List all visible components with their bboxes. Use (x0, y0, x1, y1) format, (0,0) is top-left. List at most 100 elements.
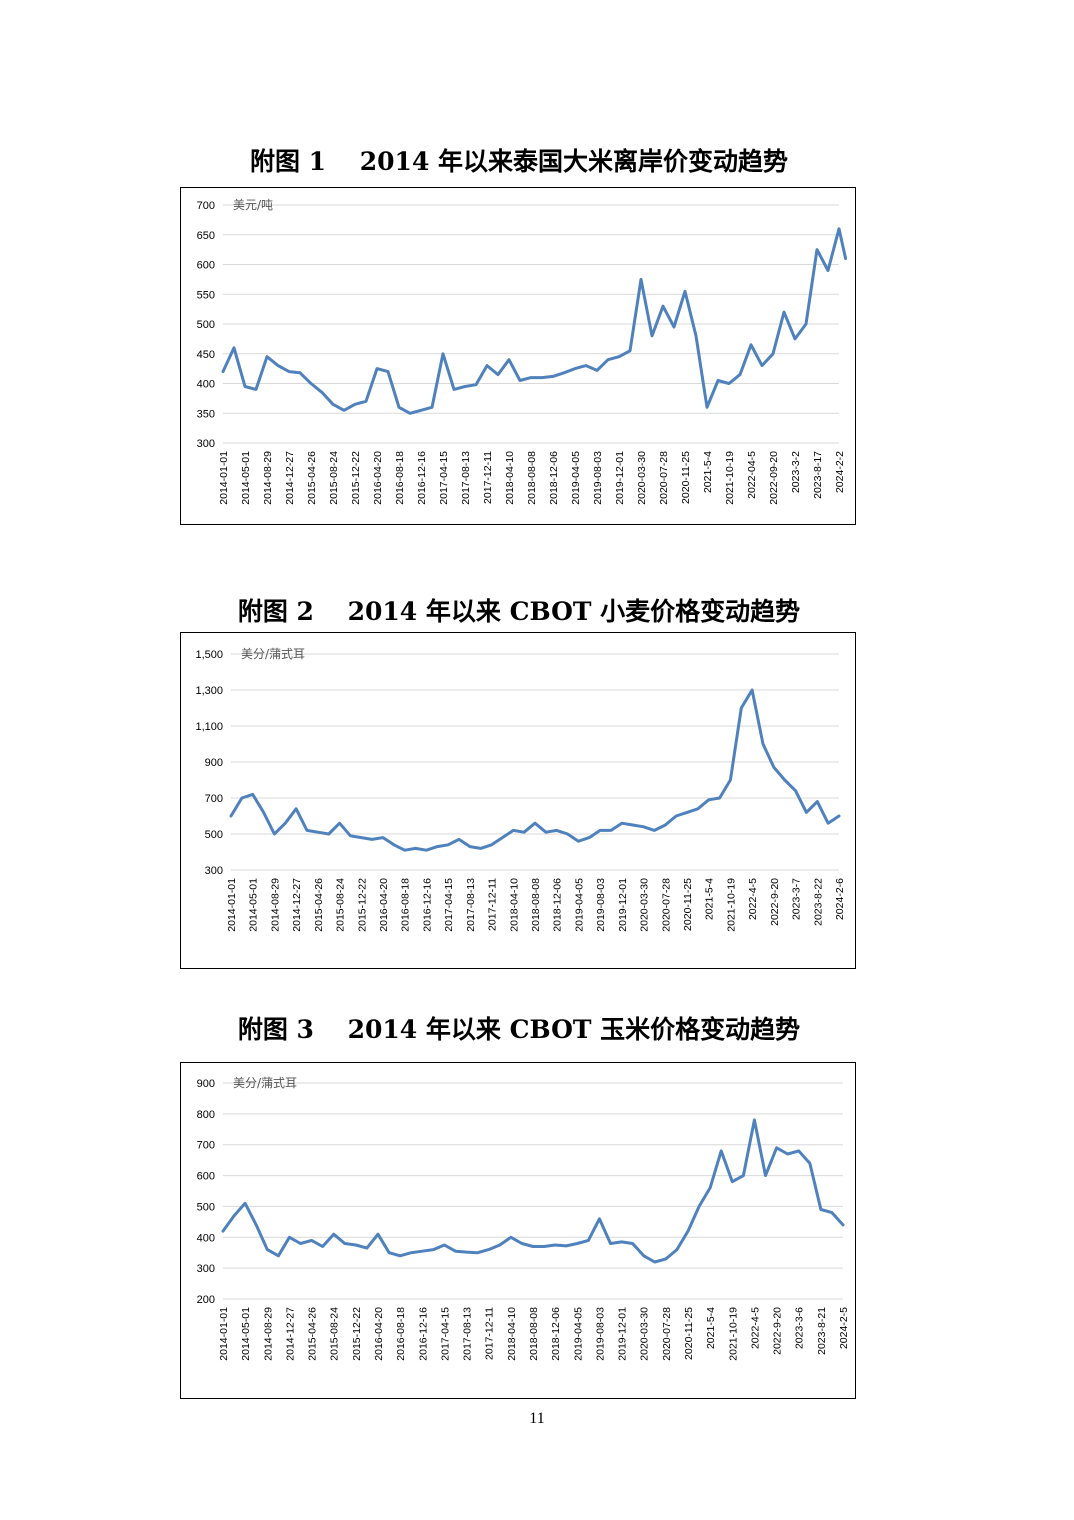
x-tick-label: 2019-04-05 (570, 451, 582, 505)
y-tick-label: 650 (197, 230, 215, 242)
x-tick-label: 2015-04-26 (307, 1307, 319, 1361)
x-tick-label: 2017-04-15 (443, 878, 455, 932)
figure-2-title: 附图 2 2014 年以来 CBOT 小麦价格变动趋势 (237, 597, 801, 626)
y-tick-label: 1,300 (195, 685, 223, 697)
series-line (221, 1118, 845, 1264)
unit-label: 美分/蒲式耳 (233, 1076, 297, 1090)
series-line (229, 688, 841, 852)
x-tick-label: 2014-05-01 (248, 878, 260, 932)
x-tick-label: 2016-08-18 (394, 451, 406, 505)
x-tick-label: 2020-11-25 (680, 451, 692, 504)
y-tick-label: 1,100 (195, 721, 223, 733)
y-tick-label: 600 (197, 1171, 215, 1183)
x-tick-label: 2020-03-30 (639, 1307, 651, 1361)
x-tick-label: 2016-08-18 (400, 878, 412, 932)
x-tick-label: 2017-12-11 (484, 1307, 496, 1360)
x-tick-label: 2024-2-6 (834, 878, 846, 920)
x-tick-label: 2014-01-01 (218, 451, 230, 505)
x-tick-label: 2022-4-5 (749, 1307, 761, 1349)
unit-label: 美分/蒲式耳 (241, 647, 305, 661)
x-tick-label: 2019-12-01 (617, 1307, 629, 1361)
y-tick-label: 700 (197, 200, 215, 212)
chart-2-svg: 1,500 1,300 1,100 900 700 500 300 美分/蒲式耳 2014-01… (195, 647, 846, 932)
x-tick-label: 2014-01-01 (218, 1307, 230, 1361)
x-tick-label: 2015-12-22 (351, 1307, 363, 1361)
x-tick-label: 2018-08-08 (528, 1307, 540, 1361)
y-tick-label: 550 (197, 289, 215, 301)
x-tick-label: 2018-08-08 (530, 878, 542, 932)
x-tick-label: 2023-8-17 (812, 451, 824, 499)
x-tick-label: 2019-12-01 (614, 451, 626, 505)
x-tick-label: 2022-4-5 (747, 878, 759, 920)
x-tick-label: 2017-08-13 (460, 451, 472, 505)
x-tick-label: 2021-10-19 (724, 451, 736, 505)
figure-1-title: 附图 1 2014 年以来泰国大米离岸价变动趋势 (249, 147, 789, 176)
x-tick-label: 2020-03-30 (636, 451, 648, 505)
y-tick-label: 450 (197, 349, 215, 361)
x-tick-label: 2016-04-20 (372, 451, 384, 505)
y-tick-label: 500 (197, 1201, 215, 1213)
x-tick-label: 2018-12-06 (552, 878, 564, 932)
y-tick-label: 900 (197, 1078, 215, 1090)
chart-1-svg: 700 650 600 550 500 450 400 350 300 美元/吨 2014-01-0… (197, 198, 848, 505)
x-tick-label: 2018-04-10 (506, 1307, 518, 1361)
y-tick-label: 500 (205, 829, 223, 841)
x-tick-label: 2017-08-13 (465, 878, 477, 932)
x-tick-label: 2016-12-16 (417, 1307, 429, 1361)
x-tick-label: 2016-04-20 (373, 1307, 385, 1361)
y-tick-label: 300 (205, 865, 223, 877)
x-tick-label: 2019-08-03 (592, 451, 604, 505)
x-tick-label: 2014-01-01 (226, 878, 238, 932)
x-tick-label: 2016-12-16 (416, 451, 428, 505)
y-tick-label: 700 (197, 1140, 215, 1152)
x-tick-label: 2022-9-20 (769, 878, 781, 926)
y-tick-label: 900 (205, 757, 223, 769)
x-tick-label: 2019-08-03 (595, 878, 607, 932)
x-tick-label: 2016-04-20 (378, 878, 390, 932)
x-tick-label: 2022-09-20 (768, 451, 780, 505)
x-tick-label: 2014-12-27 (284, 1307, 296, 1361)
x-tick-label: 2015-08-24 (329, 1307, 341, 1361)
x-tick-label: 2017-12-11 (482, 451, 494, 504)
y-tick-label: 800 (197, 1109, 215, 1121)
x-tick-label: 2020-07-28 (660, 878, 672, 932)
x-tick-label: 2016-08-18 (395, 1307, 407, 1361)
series-line (221, 227, 848, 415)
x-tick-label: 2018-08-08 (526, 451, 538, 505)
y-tick-label: 350 (197, 408, 215, 420)
x-tick-label: 2015-08-24 (335, 878, 347, 932)
figure-3-title: 附图 3 2014 年以来 CBOT 玉米价格变动趋势 (237, 1015, 801, 1044)
x-tick-label: 2023-3-7 (791, 878, 803, 920)
x-tick-label: 2018-04-10 (504, 451, 516, 505)
y-tick-label: 1,500 (195, 649, 223, 661)
x-tick-label: 2023-3-2 (790, 451, 802, 493)
x-tick-label: 2019-08-03 (594, 1307, 606, 1361)
x-tick-label: 2014-08-29 (262, 1307, 274, 1361)
x-tick-label: 2022-04-5 (746, 451, 758, 499)
x-tick-label: 2019-04-05 (573, 878, 585, 932)
y-tick-label: 600 (197, 260, 215, 272)
x-tick-label: 2020-11-25 (683, 1307, 695, 1360)
x-tick-label: 2016-12-16 (421, 878, 433, 932)
x-tick-label: 2014-05-01 (240, 451, 252, 505)
figure-3-chart: 900 800 700 600 500 400 300 200 美分/蒲式耳 2014-01-01… (180, 1062, 856, 1399)
x-tick-label: 2024-2-5 (838, 1307, 850, 1349)
x-tick-label: 2021-10-19 (727, 1307, 739, 1361)
x-tick-label: 2021-10-19 (725, 878, 737, 932)
x-tick-label: 2014-08-29 (269, 878, 281, 932)
x-tick-label: 2019-04-05 (572, 1307, 584, 1361)
x-tick-label: 2021-5-4 (702, 451, 714, 493)
x-tick-label: 2020-07-28 (658, 451, 670, 505)
x-tick-label: 2017-08-13 (462, 1307, 474, 1361)
x-tick-label: 2014-12-27 (284, 451, 296, 505)
x-tick-label: 2017-12-11 (487, 878, 499, 931)
page-number: 11 (529, 1410, 545, 1427)
x-tick-label: 2018-12-06 (548, 451, 560, 505)
y-tick-label: 500 (197, 319, 215, 331)
x-tick-label: 2015-12-22 (350, 451, 362, 505)
y-tick-label: 300 (197, 1263, 215, 1275)
unit-label: 美元/吨 (233, 198, 273, 212)
x-tick-label: 2024-2-2 (834, 451, 846, 493)
x-tick-label: 2020-07-28 (661, 1307, 673, 1361)
x-tick-label: 2021-5-4 (705, 1307, 717, 1349)
